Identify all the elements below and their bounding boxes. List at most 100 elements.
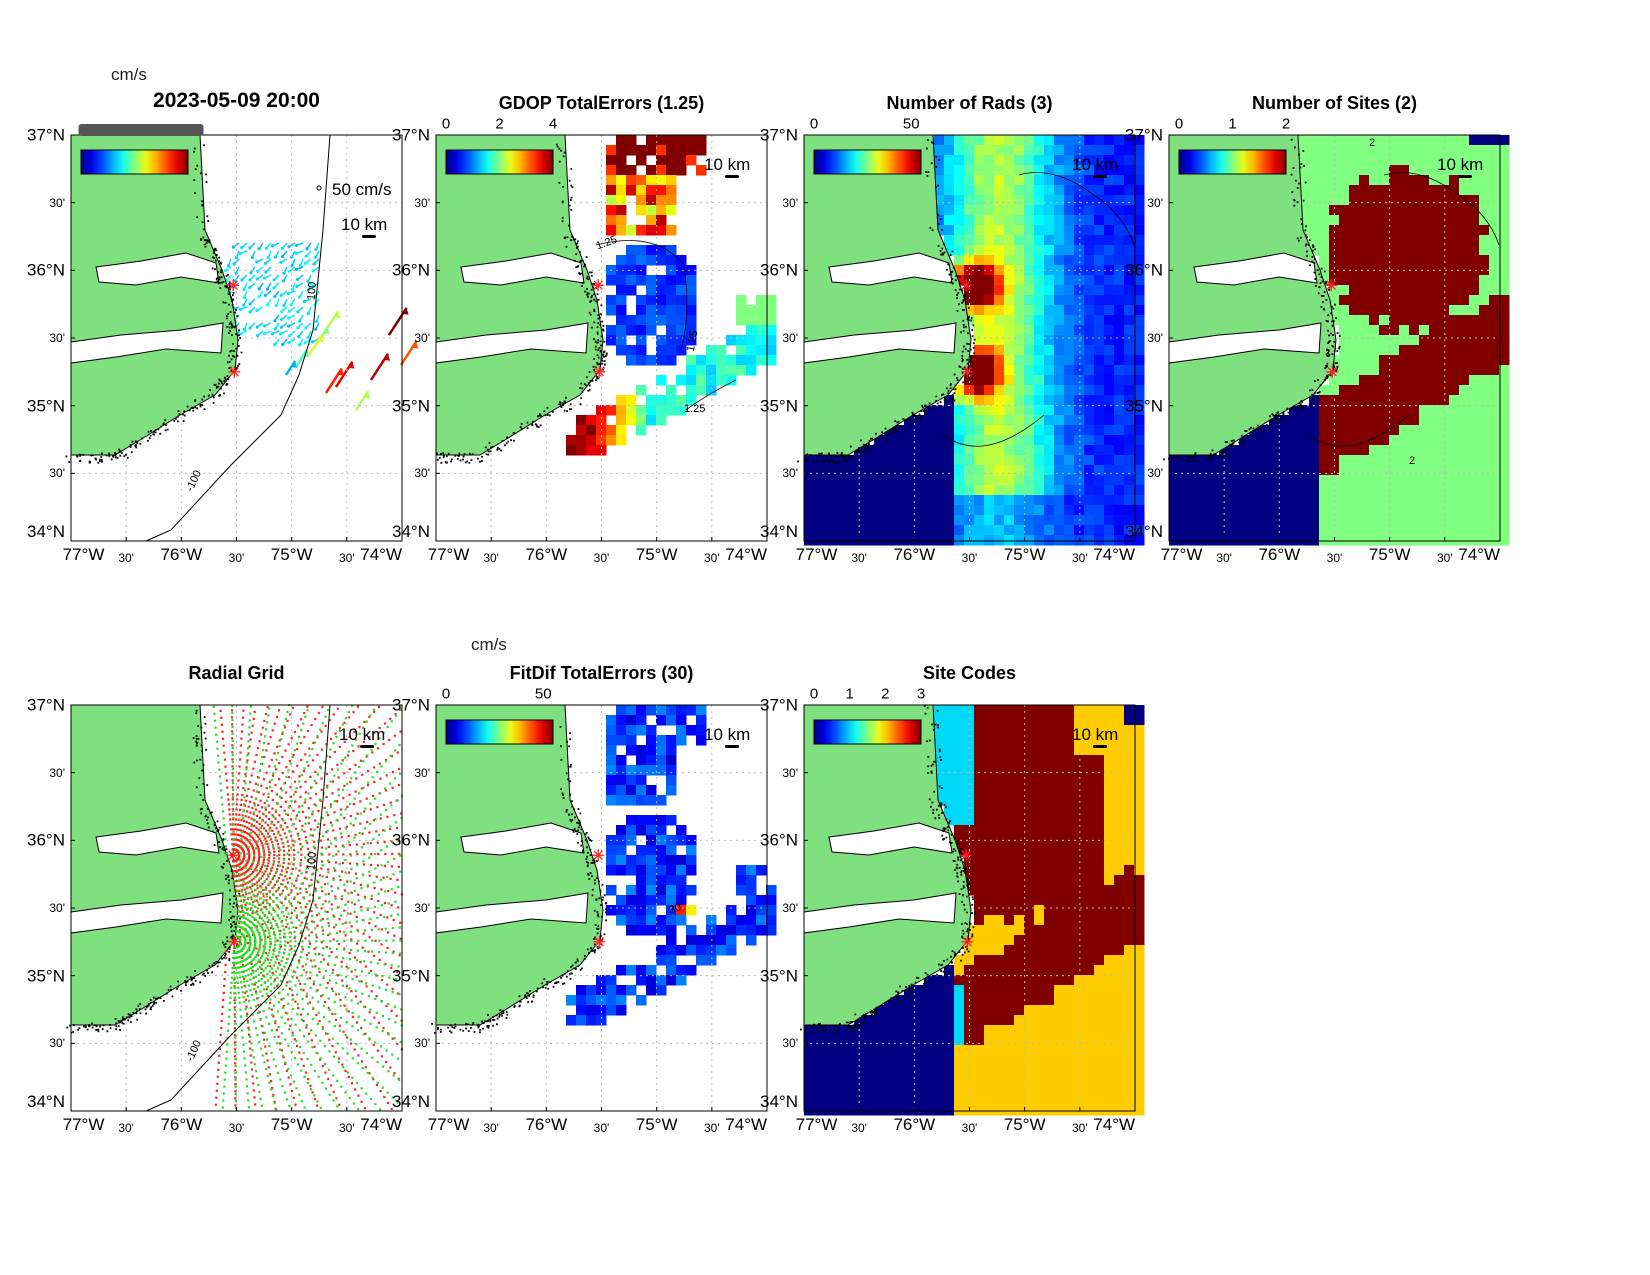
- radial-point: [216, 747, 219, 750]
- radial-point: [244, 958, 247, 961]
- grid-cell: [1124, 295, 1135, 306]
- radial-point: [244, 974, 247, 978]
- grid-cell: [1004, 345, 1015, 356]
- radial-point: [231, 774, 235, 778]
- radial-point: [302, 989, 305, 992]
- radial-point: [286, 957, 289, 960]
- grid-cell: [1409, 365, 1420, 376]
- radial-point: [283, 1091, 286, 1094]
- grid-cell: [1239, 445, 1250, 456]
- radial-point: [359, 800, 362, 803]
- radial-point: [247, 849, 250, 852]
- radial-point: [304, 798, 307, 801]
- radial-point: [249, 941, 252, 945]
- grid-cell: [964, 225, 975, 236]
- grid-cell: [844, 515, 855, 526]
- grid-cell: [844, 465, 855, 476]
- grid-cell: [994, 405, 1005, 416]
- radial-point: [343, 889, 346, 892]
- radial-point: [341, 979, 344, 982]
- radial-point: [260, 784, 263, 787]
- grid-cell: [1439, 145, 1450, 156]
- radial-point: [283, 821, 287, 825]
- radial-point: [384, 927, 387, 930]
- grid-cell: [1074, 465, 1085, 476]
- radial-point: [357, 745, 360, 748]
- radial-point: [293, 896, 296, 899]
- radial-point: [289, 891, 293, 894]
- grid-cell: [1349, 165, 1360, 176]
- radial-point: [285, 961, 288, 965]
- radial-point: [298, 780, 301, 783]
- radial-point: [356, 1002, 359, 1005]
- radial-point: [232, 875, 235, 878]
- radial-point: [278, 777, 281, 781]
- radial-point: [226, 793, 230, 796]
- grid-cell: [1114, 445, 1125, 456]
- radial-point: [238, 921, 241, 925]
- grid-cell: [636, 295, 647, 306]
- grid-cell: [1014, 245, 1025, 256]
- grid-cell: [1379, 235, 1390, 246]
- grid-cell: [1349, 505, 1360, 516]
- grid-cell: [1499, 385, 1510, 396]
- grid-cell: [1044, 235, 1055, 246]
- radial-point: [251, 818, 254, 821]
- grid-cell: [1014, 135, 1025, 146]
- radial-point: [314, 887, 317, 890]
- grid-cell: [894, 425, 905, 436]
- grid-cell: [1489, 375, 1500, 386]
- grid-cell: [1379, 185, 1390, 196]
- radial-point: [363, 895, 367, 898]
- radial-point: [333, 837, 336, 840]
- radial-point: [279, 795, 282, 799]
- grid-cell: [636, 315, 647, 326]
- grid-cell: [626, 325, 637, 336]
- radial-point: [280, 892, 284, 895]
- radial-point: [351, 978, 354, 981]
- radial-point: [392, 950, 395, 953]
- grid-cell: [1134, 305, 1145, 316]
- radial-point: [220, 1019, 223, 1023]
- grid-cell: [1449, 285, 1460, 296]
- radial-point: [320, 860, 324, 863]
- x-tick-label: 30': [593, 551, 610, 565]
- radial-point: [280, 883, 283, 886]
- radial-point: [328, 1050, 331, 1053]
- radial-point: [217, 1061, 220, 1064]
- radial-point: [321, 835, 325, 838]
- radial-point: [286, 878, 289, 881]
- grid-cell: [1359, 155, 1370, 166]
- map-panel-num-rads: 0 50 10 km 37°N 30' 36°N 30' 35°N 30' 34°N 77°W 30'…: [760, 93, 1145, 565]
- radial-point: [318, 970, 321, 973]
- coastline-detail: [65, 144, 243, 464]
- radial-point: [285, 765, 288, 769]
- radial-point: [290, 904, 294, 907]
- grid-cell: [914, 515, 925, 526]
- grid-cell: [1439, 255, 1450, 266]
- grid-cell: [1054, 355, 1065, 366]
- radial-point: [264, 913, 267, 917]
- grid-cell: [666, 165, 677, 176]
- grid-cell: [1299, 465, 1310, 476]
- grid-cell: [1499, 325, 1510, 336]
- radial-point: [253, 760, 256, 763]
- radial-point: [238, 956, 241, 959]
- radial-point: [257, 1004, 260, 1007]
- grid-cell: [1449, 255, 1460, 266]
- radial-point: [258, 958, 261, 962]
- radial-point: [250, 823, 253, 826]
- radial-point: [262, 895, 265, 898]
- radial-point: [242, 914, 245, 917]
- grid-cell: [1489, 535, 1500, 546]
- radial-point: [343, 1004, 346, 1007]
- grid-cell: [1399, 175, 1410, 186]
- radial-point: [255, 925, 259, 928]
- land: [70, 704, 239, 1026]
- radial-point: [337, 1057, 341, 1060]
- grid-cell: [676, 395, 687, 406]
- radial-point: [281, 1084, 284, 1088]
- radial-point: [270, 779, 273, 782]
- radial-point: [273, 883, 276, 887]
- grid-cell: [974, 505, 985, 516]
